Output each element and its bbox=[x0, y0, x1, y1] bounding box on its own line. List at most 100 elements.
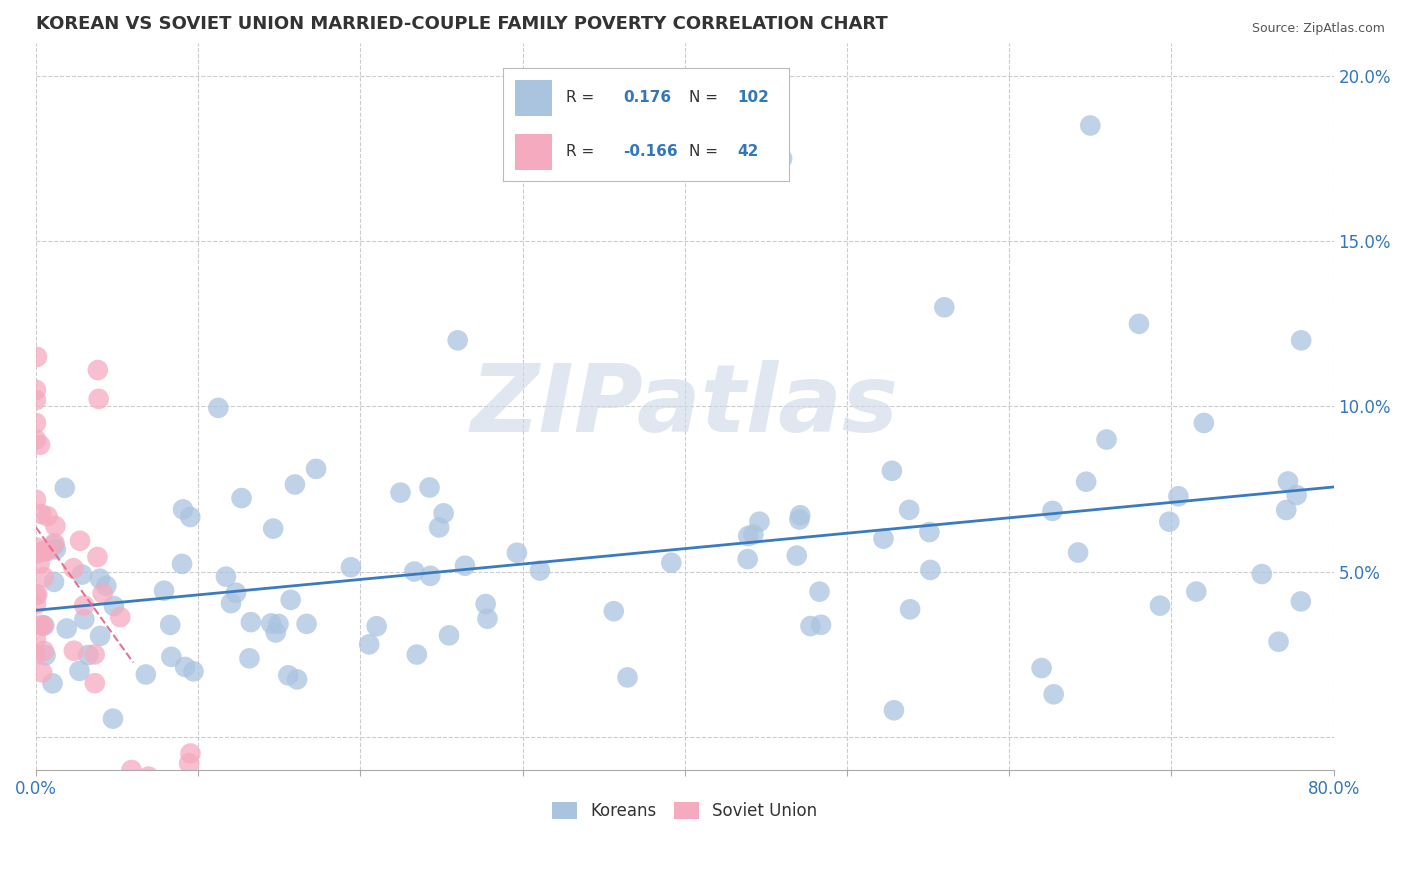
Point bbox=[883, 703, 905, 717]
Point bbox=[27, 587, 49, 601]
Point bbox=[1128, 317, 1150, 331]
Point bbox=[238, 651, 260, 665]
Point bbox=[799, 619, 821, 633]
Point bbox=[103, 599, 125, 613]
Point bbox=[25, 588, 48, 602]
Point bbox=[83, 676, 105, 690]
Point bbox=[69, 664, 91, 678]
Point bbox=[160, 649, 183, 664]
Point bbox=[110, 610, 132, 624]
Point bbox=[172, 502, 194, 516]
Point bbox=[359, 637, 381, 651]
Point bbox=[153, 583, 176, 598]
Point bbox=[31, 544, 53, 558]
Point bbox=[89, 629, 111, 643]
Point bbox=[267, 616, 290, 631]
Point bbox=[880, 464, 903, 478]
Point bbox=[63, 643, 86, 657]
Point bbox=[215, 570, 238, 584]
Point bbox=[53, 481, 76, 495]
Point bbox=[32, 644, 55, 658]
Point bbox=[1285, 488, 1308, 502]
Point bbox=[737, 552, 759, 566]
Point bbox=[260, 616, 283, 631]
Point bbox=[34, 648, 56, 663]
Point bbox=[1149, 599, 1171, 613]
Point bbox=[159, 618, 181, 632]
Point bbox=[786, 549, 808, 563]
Point bbox=[77, 648, 100, 662]
Point bbox=[770, 152, 793, 166]
Point bbox=[1067, 545, 1090, 559]
Point bbox=[25, 416, 48, 430]
Point bbox=[28, 557, 51, 571]
Point bbox=[1267, 634, 1289, 648]
Point bbox=[35, 543, 58, 558]
Point bbox=[25, 433, 48, 447]
Point bbox=[37, 544, 59, 558]
Point bbox=[91, 586, 114, 600]
Point bbox=[262, 522, 284, 536]
Point bbox=[748, 515, 770, 529]
Point bbox=[1095, 433, 1118, 447]
Point bbox=[284, 477, 307, 491]
Point bbox=[737, 529, 759, 543]
Point bbox=[389, 485, 412, 500]
Point bbox=[25, 648, 48, 662]
Point bbox=[295, 616, 318, 631]
Point bbox=[174, 660, 197, 674]
Point bbox=[87, 363, 110, 377]
Point bbox=[37, 509, 59, 524]
Point bbox=[1185, 584, 1208, 599]
Point bbox=[73, 599, 96, 613]
Point bbox=[207, 401, 229, 415]
Point bbox=[96, 579, 118, 593]
Point bbox=[305, 462, 328, 476]
Point bbox=[603, 604, 626, 618]
Point bbox=[529, 564, 551, 578]
Point bbox=[30, 507, 52, 521]
Point bbox=[366, 619, 388, 633]
Point bbox=[231, 491, 253, 505]
Text: Source: ZipAtlas.com: Source: ZipAtlas.com bbox=[1251, 22, 1385, 36]
Point bbox=[86, 549, 108, 564]
Text: ZIPatlas: ZIPatlas bbox=[471, 360, 898, 452]
Point bbox=[1167, 489, 1189, 503]
Point bbox=[280, 592, 302, 607]
Point bbox=[1159, 515, 1181, 529]
Point bbox=[789, 508, 811, 523]
Point bbox=[404, 565, 426, 579]
Point bbox=[183, 665, 205, 679]
Point bbox=[808, 584, 831, 599]
Point bbox=[477, 612, 499, 626]
Point bbox=[1192, 416, 1215, 430]
Point bbox=[1277, 475, 1299, 489]
Point bbox=[659, 556, 682, 570]
Point bbox=[447, 334, 470, 348]
Point bbox=[42, 574, 65, 589]
Point bbox=[1042, 687, 1064, 701]
Point bbox=[1042, 504, 1064, 518]
Point bbox=[41, 676, 63, 690]
Point bbox=[285, 673, 308, 687]
Point bbox=[44, 519, 66, 533]
Point bbox=[239, 615, 262, 629]
Point bbox=[616, 670, 638, 684]
Point bbox=[25, 632, 48, 647]
Point bbox=[25, 492, 48, 507]
Point bbox=[418, 481, 440, 495]
Legend: Koreans, Soviet Union: Koreans, Soviet Union bbox=[546, 796, 824, 827]
Point bbox=[340, 560, 363, 574]
Point bbox=[25, 598, 48, 612]
Point bbox=[898, 503, 921, 517]
Point bbox=[31, 619, 53, 633]
Point bbox=[934, 300, 956, 314]
Point bbox=[433, 506, 456, 520]
Point bbox=[28, 438, 51, 452]
Point bbox=[44, 536, 66, 550]
Point bbox=[506, 546, 529, 560]
Point bbox=[25, 541, 48, 555]
Point bbox=[1076, 475, 1098, 489]
Point bbox=[742, 527, 765, 541]
Point bbox=[872, 532, 894, 546]
